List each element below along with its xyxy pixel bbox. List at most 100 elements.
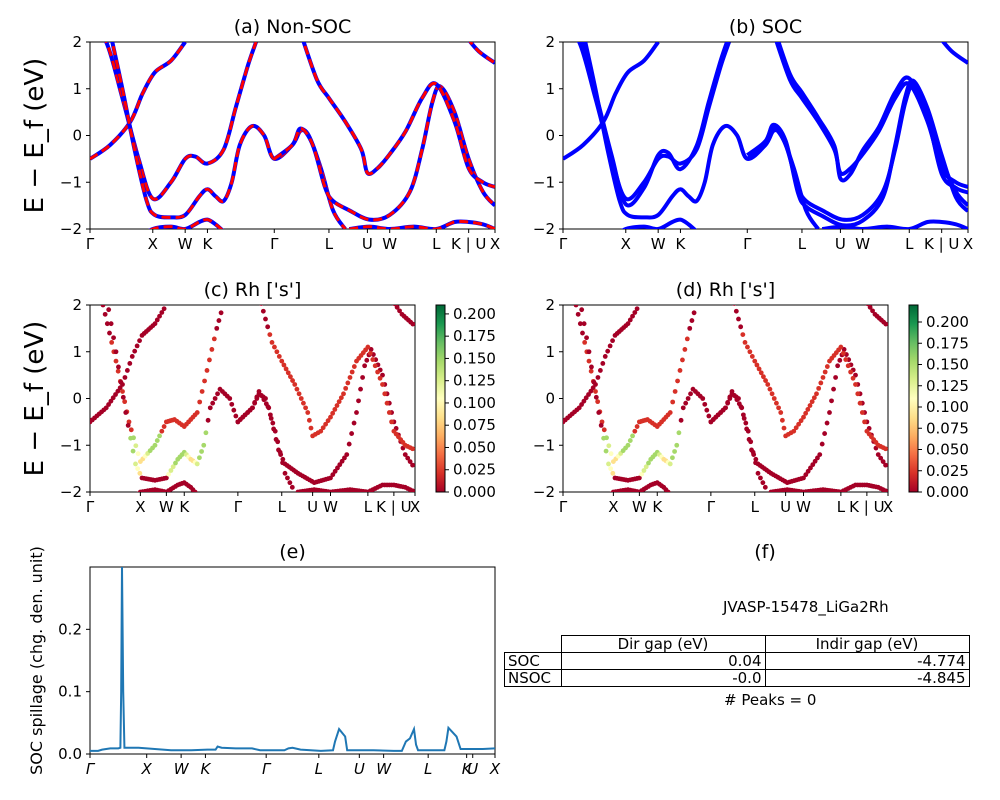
data-point [113,349,119,355]
band-line [621,217,698,229]
band-line-red [90,42,187,161]
x-tick-label: L [751,498,760,516]
x-tick-label: W [174,760,190,778]
data-point [639,471,645,477]
data-point [135,466,141,472]
colorbar-tick-label: 0.050 [453,438,496,456]
data-point [805,468,811,474]
panel-title: (e) [279,541,306,563]
data-point [774,400,779,406]
band-line-red [149,218,224,229]
data-point [582,340,588,345]
data-point [845,363,851,369]
data-point [124,368,130,373]
data-point [410,462,415,468]
data-point [154,438,160,443]
data-point [597,368,603,373]
data-point [610,470,616,476]
data-point [691,310,697,316]
x-tick-label: Γ [86,235,95,253]
data-point [878,455,884,461]
x-tick-label: X [489,760,501,778]
data-point [589,364,594,370]
data-point [634,306,640,312]
data-point [843,357,849,362]
data-point [390,298,395,303]
y-tick-label: −1 [533,173,555,191]
data-point [296,391,302,397]
data-point [279,358,285,364]
data-point [643,464,649,470]
data-point [168,468,174,473]
y-tick-label: 2 [545,33,555,51]
data-point [397,308,402,314]
band-line [940,42,968,65]
data-point [346,441,352,447]
band-line-red [349,219,495,229]
data-point [263,401,269,407]
y-tick-label: 2 [72,296,82,314]
data-point [375,369,381,375]
data-point [133,443,139,449]
data-point [334,403,340,408]
data-point [567,296,572,301]
data-point [793,425,799,431]
x-tick-label: W [651,235,666,253]
band-line-split [776,42,968,195]
x-tick-label: U [362,235,373,253]
data-point [883,321,888,327]
data-point [627,438,633,443]
data-point [593,389,598,394]
colorbar-tick-label: 0.025 [453,461,496,479]
data-point [630,433,635,439]
band-line [821,219,968,229]
data-point [584,335,589,341]
data-point [593,394,599,400]
colorbar-tick-label: 0.000 [453,483,496,501]
plot-frame [89,304,416,493]
data-point [94,296,99,301]
data-point [875,452,881,457]
data-point [104,293,109,298]
data-point [602,354,608,359]
data-point [636,475,642,481]
data-point [778,410,784,415]
x-tick-label: X [608,498,618,516]
data-point [349,431,355,436]
data-point [605,348,611,354]
x-tick-label: X [410,498,420,516]
x-tick-label: W [796,498,811,516]
y-tick-label: 0 [545,127,555,145]
data-point [216,318,222,323]
data-point [883,488,888,492]
data-point [827,410,832,415]
data-point [231,407,237,413]
data-point [862,419,867,425]
data-point [641,468,647,473]
colorbar-tick-label: 0.075 [926,419,969,437]
data-point [308,425,314,431]
data-point [776,405,781,411]
data-point [336,399,342,405]
table-header-row: Dir gap (eV) Indir gap (eV) [505,635,970,653]
data-point [389,419,394,425]
axes-group: (d) Rh ['s']210−1−2Γ X W K Γ L U W L K | UX0.0000… [533,279,969,516]
plot-frame [89,41,496,230]
colorbar-tick-label: 0.075 [453,416,496,434]
data-point [680,405,686,411]
data-point [338,395,344,401]
colorbar-tick-label: 0.050 [926,441,969,459]
data-point [755,470,761,476]
data-point [152,321,158,327]
data-point [128,435,134,441]
data-point [670,399,676,405]
panel-title: (f) [754,541,776,563]
data-point [100,305,102,306]
y-tick-label: 1 [545,80,555,98]
band-line-red [273,84,495,222]
data-point [260,308,266,314]
soc-dir-gap: 0.04 [560,652,766,670]
x-tick-label: Γ [743,235,752,253]
data-point [672,389,678,394]
data-point [811,395,817,401]
